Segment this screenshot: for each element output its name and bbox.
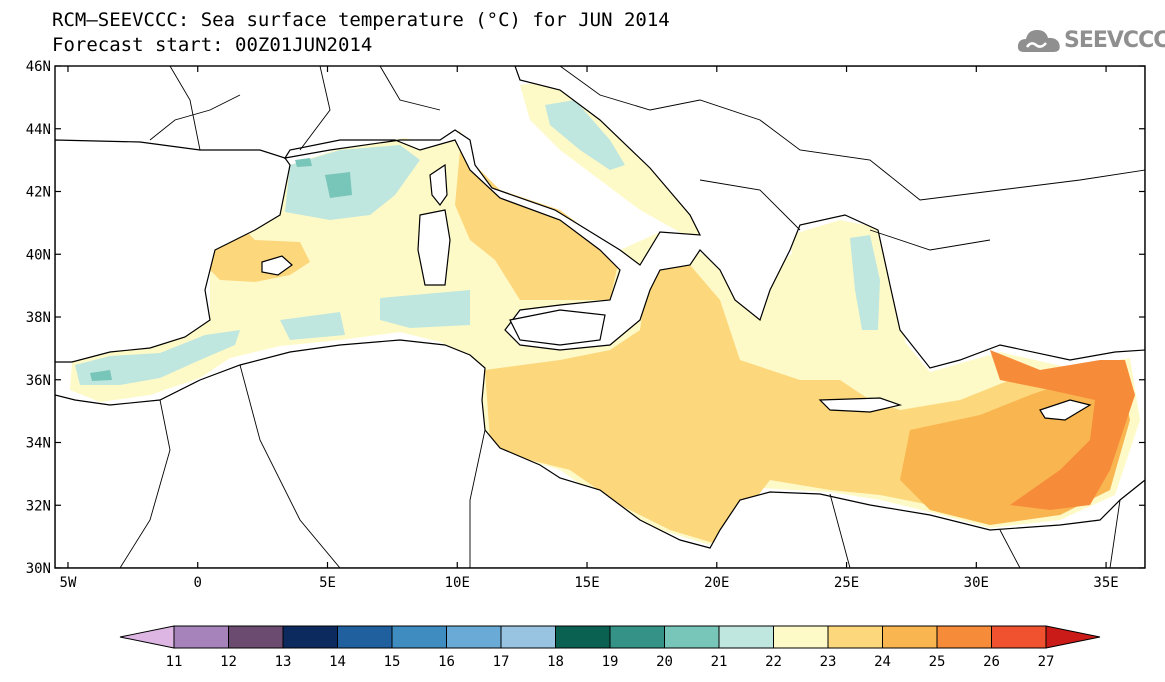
colorbar-label: 20 (656, 654, 673, 670)
coast-crete (818, 397, 903, 413)
colorbar-swatch (991, 625, 1047, 649)
colorbar-label: 25 (929, 654, 946, 670)
colorbar-label: 14 (329, 654, 346, 670)
lat-tick-label: 44N (26, 122, 51, 138)
lon-tick-label: 15E (574, 575, 599, 591)
map-title: RCM–SEEVCCC: Sea surface temperature (°C… (52, 9, 670, 31)
lat-tick-label: 40N (26, 247, 51, 263)
colorbar-swatch (773, 625, 829, 649)
lon-tick-label: 5E (319, 575, 336, 591)
coast-mallorca (261, 255, 293, 276)
colorbar-lower-extension (119, 625, 175, 649)
lat-tick-label: 32N (26, 498, 51, 514)
colorbar-swatch (500, 625, 556, 649)
colorbar-label: 27 (1038, 654, 1055, 670)
colorbar-swatch (391, 625, 447, 649)
coast-corsica (429, 163, 448, 207)
colorbar-label: 13 (275, 654, 292, 670)
logo-text: SEEVCCC (1064, 28, 1165, 53)
lat-tick-label: 46N (26, 59, 51, 75)
colorbar-swatch (718, 625, 774, 649)
cloud-icon (1017, 30, 1060, 52)
colorbar-swatch (446, 625, 502, 649)
colorbar-label: 12 (220, 654, 237, 670)
lat-tick-label: 30N (26, 561, 51, 577)
lat-tick-label: 42N (26, 185, 51, 201)
lon-tick-label: 35E (1093, 575, 1118, 591)
colorbar-label: 24 (874, 654, 891, 670)
colorbar-label: 16 (438, 654, 455, 670)
coast-cyprus (1039, 399, 1092, 421)
colorbar-swatch (936, 625, 992, 649)
colorbar-label: 26 (983, 654, 1000, 670)
longitude-axis: 5W 0 5E 10E 15E 20E 25E 30E 35E (60, 66, 1119, 591)
lon-tick-label: 20E (704, 575, 729, 591)
colorbar-swatch (555, 625, 611, 649)
colorbar-upper-extension (1045, 625, 1101, 649)
forecast-start-label: Forecast start: 00Z01JUN2014 (52, 34, 373, 56)
colorbar-label: 23 (820, 654, 837, 670)
colorbar-swatch (609, 625, 665, 649)
colorbar-label: 22 (765, 654, 782, 670)
colorbar-swatch (664, 625, 720, 649)
colorbar-label: 17 (493, 654, 510, 670)
map-area (55, 66, 1145, 568)
colorbar-swatch (173, 625, 229, 649)
colorbar-swatch (827, 625, 883, 649)
coast-italy-balkans-turkey (283, 66, 1145, 369)
country-borders (119, 66, 1145, 568)
lon-tick-label: 25E (834, 575, 859, 591)
coast-north-africa (55, 339, 1145, 568)
colorbar-label: 19 (602, 654, 619, 670)
lat-tick-label: 38N (26, 310, 51, 326)
coast-sardinia (417, 209, 451, 286)
latitude-axis: 46N 44N 42N 40N 38N 36N 34N 32N 30N (26, 59, 1145, 577)
colorbar-swatch (882, 625, 938, 649)
colorbar-swatch (282, 625, 338, 649)
lon-tick-label: 0 (194, 575, 202, 591)
lat-tick-label: 34N (26, 436, 51, 452)
colorbar-swatch (228, 625, 284, 649)
colorbar-swatch (337, 625, 393, 649)
lon-tick-label: 30E (964, 575, 989, 591)
coast-sicily (509, 309, 606, 346)
colorbar-label: 11 (166, 654, 183, 670)
lon-tick-label: 10E (445, 575, 470, 591)
colorbar-label: 15 (384, 654, 401, 670)
coast-iberia-france (55, 139, 291, 363)
lat-tick-label: 36N (26, 373, 51, 389)
colorbar-label: 18 (547, 654, 564, 670)
coastlines (55, 66, 1145, 568)
seevccc-logo: SEEVCCC (1016, 26, 1165, 56)
colorbar-label: 21 (711, 654, 728, 670)
lon-tick-label: 5W (60, 575, 77, 591)
colorbar: 11 12 13 14 15 16 17 18 19 20 21 22 23 24 25 26 27 (119, 625, 1101, 670)
